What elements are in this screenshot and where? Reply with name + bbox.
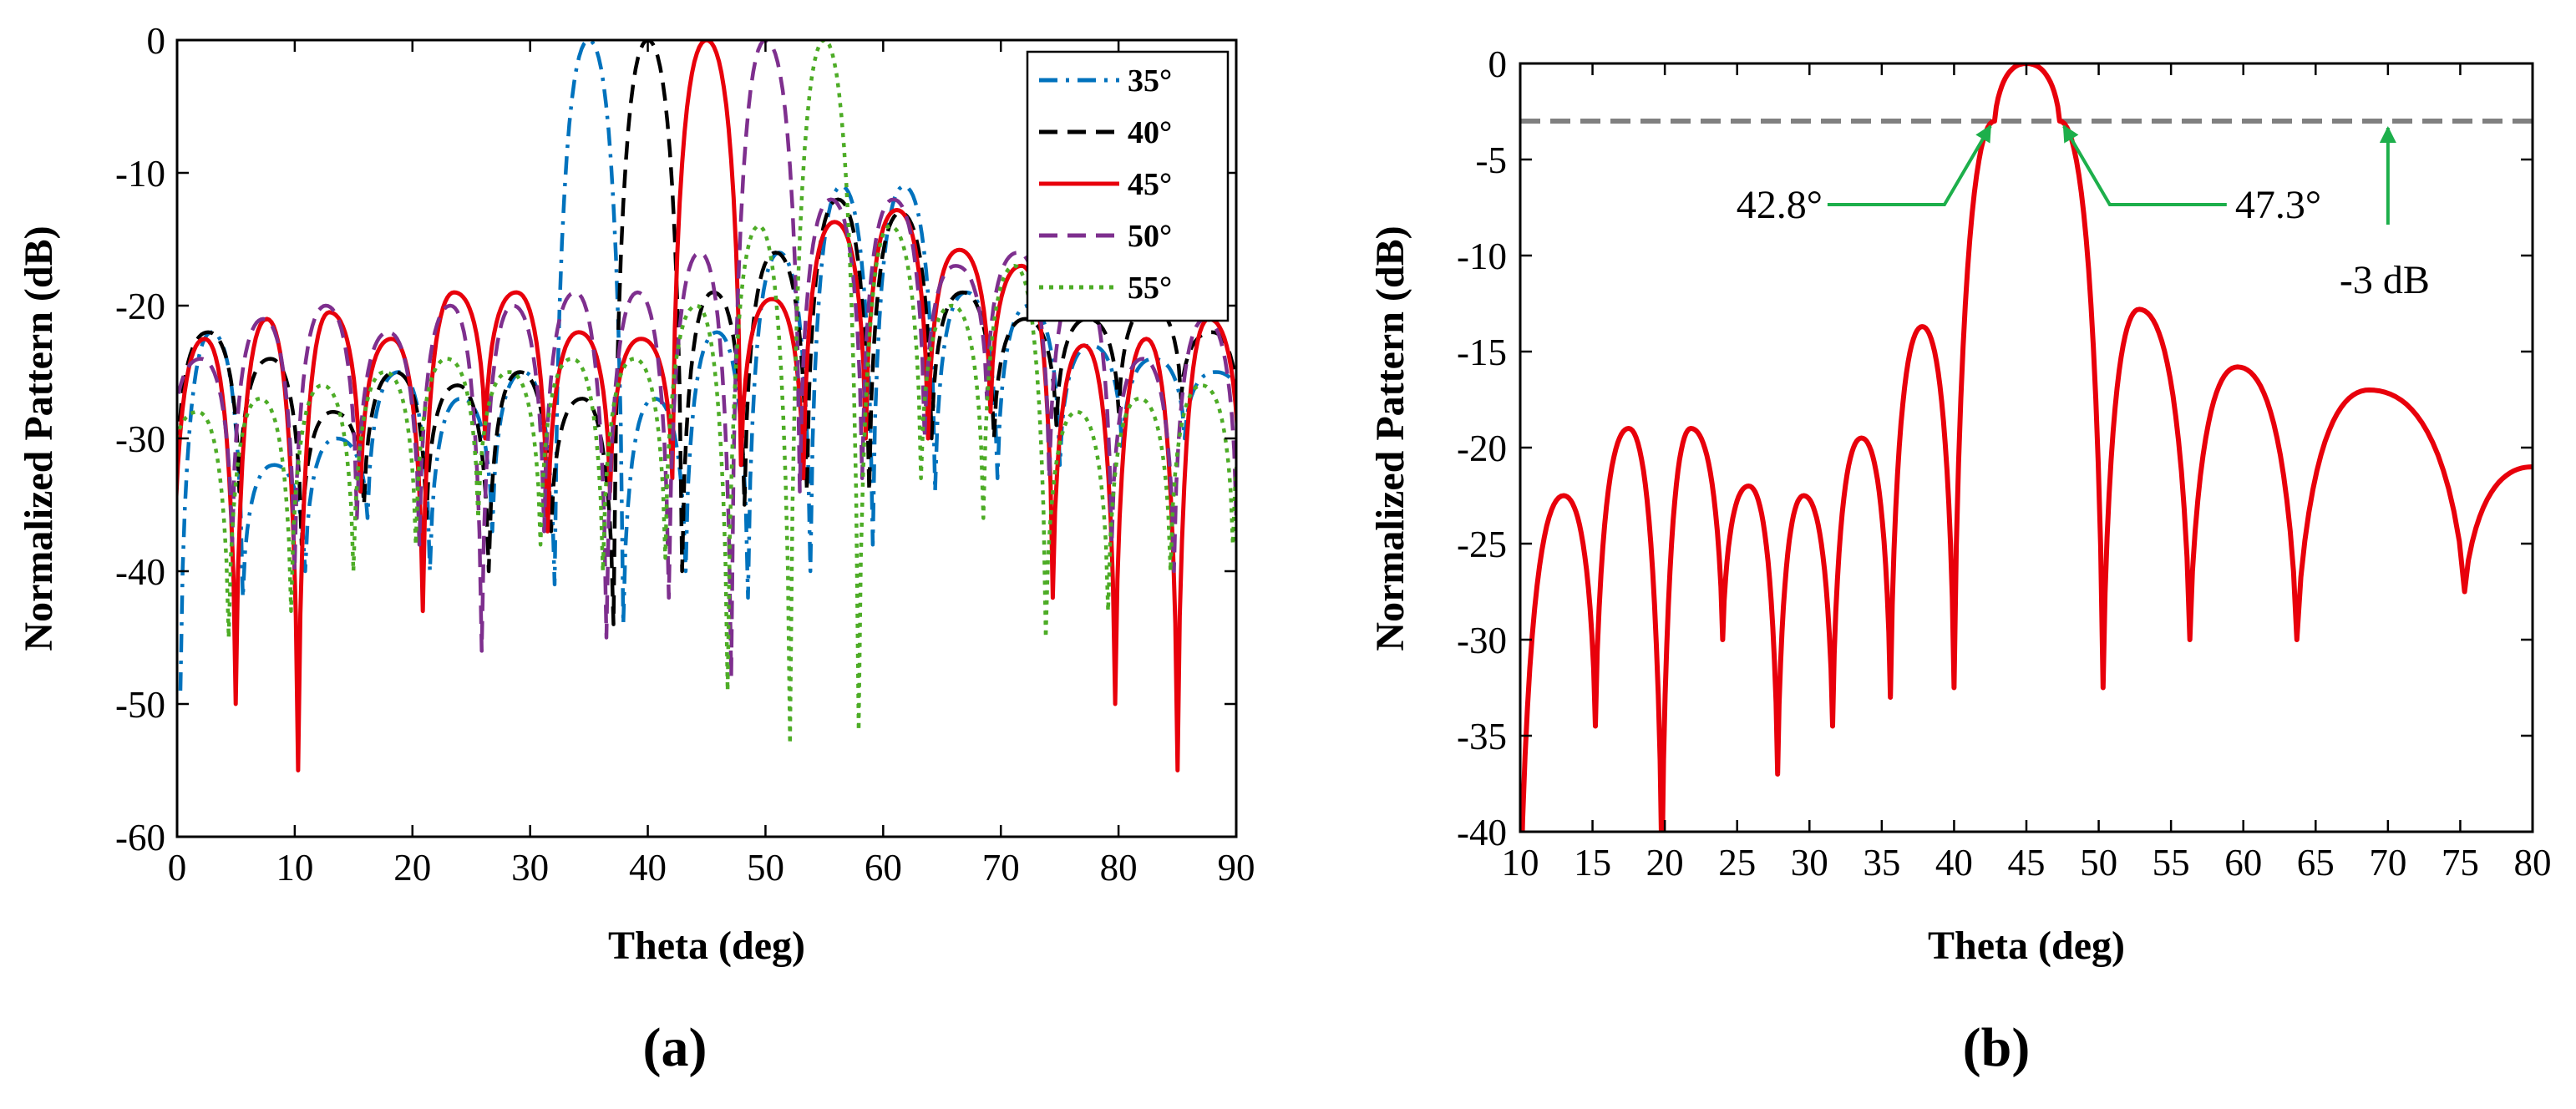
chart-a-x-tick-label: 0: [168, 847, 187, 889]
chart-a-x-tick-label: 20: [393, 847, 431, 889]
chart-a-y-tick-label: -60: [115, 817, 165, 858]
chart-a-x-tick-label: 10: [276, 847, 313, 889]
chart-b-series-line: [1520, 63, 2533, 832]
chart-b-x-tick-label: 15: [1574, 842, 1611, 884]
chart-b-x-label: Theta (deg): [1928, 924, 2125, 968]
chart-b-x-tick-label: 55: [2153, 842, 2190, 884]
chart-b-series-group: [1520, 63, 2533, 832]
chart-a-x-tick-label: 50: [747, 847, 784, 889]
chart-a-x-tick-label: 30: [511, 847, 549, 889]
chart-a-legend-box: [1026, 50, 1230, 322]
annotation-label-left: 42.8°: [1737, 183, 1823, 227]
chart-a-caption: (a): [643, 1017, 707, 1078]
chart-b-x-tick-label: 35: [1863, 842, 1900, 884]
chart-a-y-label: Normalized Pattern (dB): [17, 225, 61, 651]
chart-a-x-tick-label: 90: [1218, 847, 1255, 889]
chart-b-annotations: 42.8° 47.3° -3 dB: [1737, 124, 2430, 302]
chart-b-x-tick-label: 70: [2369, 842, 2406, 884]
chart-b-y-tick-label: -25: [1457, 524, 1507, 565]
chart-b-y-tick-label: -35: [1457, 716, 1507, 757]
chart-a-legend-items: 35° 40° 45° 50° 55°: [1039, 63, 1172, 306]
chart-b-y-tick-label: -40: [1457, 812, 1507, 853]
chart-a-x-tick-label: 40: [629, 847, 667, 889]
chart-a: 0 10 20 30 40 50 60 70 80 90 0-10-20-30-40-50-60 …: [17, 20, 1255, 1078]
chart-b-plot-area: [1520, 63, 2533, 832]
chart-a-x-tick-label: 70: [982, 847, 1020, 889]
chart-b-x-tick-label: 40: [1935, 842, 1973, 884]
chart-b-y-tick-label: -5: [1476, 139, 1508, 181]
chart-b-caption: (b): [1963, 1017, 2031, 1078]
chart-b-y-label: Normalized Pattern (dB): [1368, 225, 1412, 651]
chart-a-x-ticks: 0 10 20 30 40 50 60 70 80 90: [168, 40, 1255, 889]
chart-a-x-label: Theta (deg): [608, 924, 805, 968]
chart-b-y-tick-label: 0: [1488, 43, 1508, 85]
chart-b-x-tick-label: 80: [2514, 842, 2552, 884]
annotation-arrow-left: [1827, 124, 1992, 206]
chart-a-y-tick-label: 0: [147, 20, 166, 62]
chart-b-y-tick-label: -15: [1457, 332, 1507, 373]
chart-b-y-tick-label: -20: [1457, 428, 1507, 469]
chart-b-x-tick-label: 45: [2008, 842, 2046, 884]
chart-b-x-tick-label: 10: [1502, 842, 1539, 884]
chart-b-y-tick-label: -30: [1457, 620, 1507, 661]
chart-a-legend-label: 45°: [1128, 167, 1172, 202]
annotation-arrow-right: [2062, 124, 2227, 206]
chart-b-y-ticks: 0 -5 -10 -15 -20 -25 -30 -35 -40: [1457, 43, 2533, 853]
chart-a-y-tick-label: -30: [115, 418, 165, 460]
chart-a-legend-label: 50°: [1128, 219, 1172, 254]
chart-a-legend-label: 55°: [1128, 271, 1172, 306]
chart-b-x-tick-label: 60: [2224, 842, 2262, 884]
chart-b-x-tick-label: 65: [2297, 842, 2335, 884]
chart-a-y-tick-label: -10: [115, 153, 165, 195]
chart-a-series-line-2: [177, 40, 1236, 772]
chart-a-series-line-0: [178, 40, 1236, 691]
chart-a-x-tick-label: 60: [865, 847, 902, 889]
chart-b-x-tick-label: 75: [2442, 842, 2479, 884]
chart-b-x-ticks: 10 15 20 25 30 35 40 45 50 55 60 65 70 75 80: [1502, 63, 2552, 884]
chart-a-legend-label: 40°: [1128, 115, 1172, 150]
chart-a-x-tick-label: 80: [1100, 847, 1138, 889]
chart-a-legend: 35° 40° 45° 50° 55°: [1026, 50, 1230, 322]
chart-b-x-tick-label: 30: [1791, 842, 1828, 884]
chart-b-y-tick-label: -10: [1457, 235, 1507, 277]
chart-b-x-tick-label: 50: [2080, 842, 2117, 884]
annotation-label-3db: -3 dB: [2340, 258, 2430, 302]
chart-a-y-ticks: 0 -10 -20 -30 -40 -50 -60: [115, 20, 1236, 858]
annotation-label-right: 47.3°: [2235, 183, 2321, 227]
chart-b-x-tick-label: 25: [1718, 842, 1756, 884]
chart-a-y-tick-label: -50: [115, 684, 165, 726]
chart-a-y-tick-label: -20: [115, 286, 165, 327]
chart-b: 10 15 20 25 30 35 40 45 50 55 60 65 70 75 80 0 -5 -10 -15…: [1368, 43, 2552, 1078]
chart-b-x-tick-label: 20: [1646, 842, 1684, 884]
chart-a-series-line-4: [177, 40, 1236, 746]
chart-a-legend-label: 35°: [1128, 63, 1172, 99]
chart-a-y-tick-label: -40: [115, 551, 165, 593]
